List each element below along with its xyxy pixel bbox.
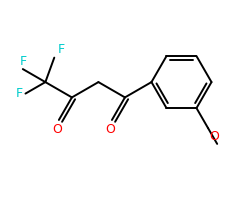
Text: O: O [52, 123, 62, 136]
Text: O: O [105, 123, 115, 136]
Text: F: F [15, 87, 22, 100]
Text: F: F [57, 43, 65, 56]
Text: F: F [19, 55, 26, 68]
Text: O: O [210, 130, 219, 143]
